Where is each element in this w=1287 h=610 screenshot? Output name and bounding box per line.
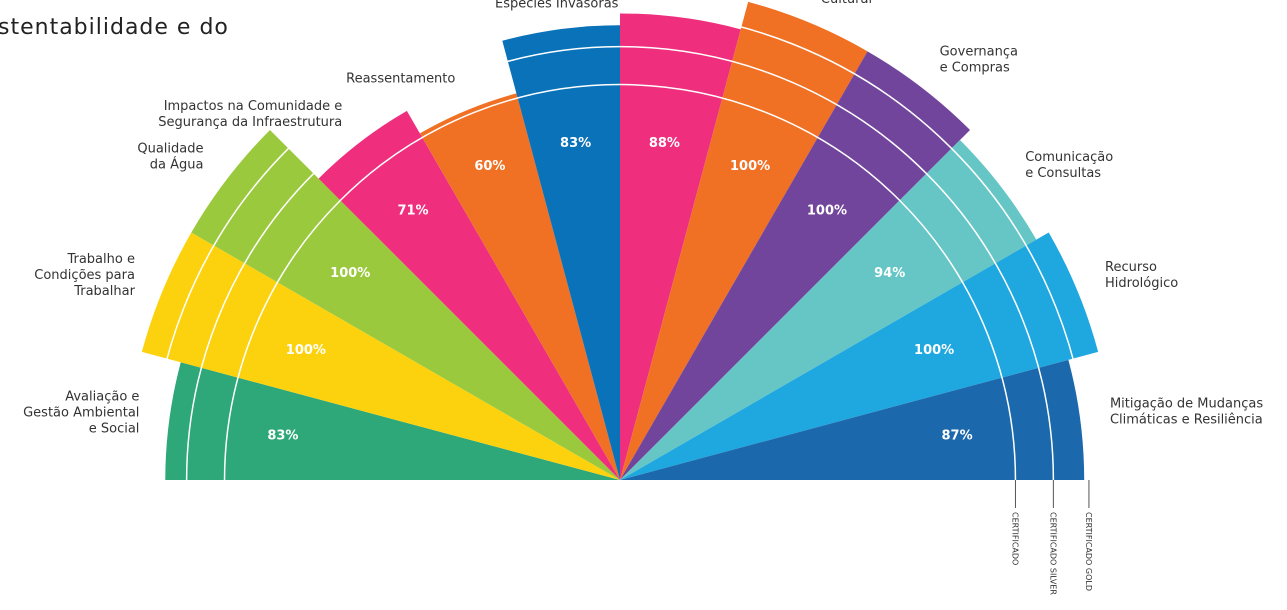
category-label-line: Governança [940, 44, 1018, 59]
sector [620, 1, 868, 480]
sector [620, 51, 971, 481]
fragment-text: stentabilidade e do [0, 15, 229, 40]
category-label-line: Trabalho e [66, 252, 135, 267]
sector [502, 25, 620, 480]
sector [191, 129, 620, 480]
value-label: 83% [560, 136, 591, 151]
category-label: Biodiversidade eEspécies Invasoras [495, 0, 619, 11]
sector [620, 13, 741, 480]
value-label: 60% [474, 159, 505, 174]
category-label: Recurso Hidrológico [1105, 260, 1178, 291]
sector [419, 93, 620, 480]
category-label-line: e Social [89, 422, 140, 437]
ring-arc [223, 83, 1017, 481]
sector [620, 359, 1085, 480]
category-label-line: Comunicação [1025, 150, 1113, 165]
category-label: Comunicação e Consultas [1025, 150, 1113, 181]
ring-label: CERTIFICADO [1010, 512, 1019, 565]
ring-arc [185, 45, 1055, 481]
category-label: Mitigação de Mudanças Climáticas e Resili… [1110, 396, 1263, 427]
category-label-line: Recurso [1105, 260, 1157, 275]
category-label-line: Reassentamento [346, 72, 455, 87]
value-label: 87% [942, 429, 973, 444]
ring-label: CERTIFICADO SILVER [1048, 512, 1057, 595]
sector [141, 232, 621, 480]
ring-arc [150, 10, 1090, 481]
category-label-line: Trabalhar [73, 284, 135, 299]
value-label: 83% [267, 429, 298, 444]
category-label-line: Climáticas e Resiliência [1110, 412, 1263, 427]
category-label-line: Gestão Ambiental [23, 406, 139, 421]
sector [620, 232, 1099, 480]
category-label-line: Segurança da Infraestrutura [158, 115, 342, 130]
category-label: Trabalho e Condições para Trabalhar [34, 252, 135, 299]
value-label: 100% [730, 159, 770, 174]
value-label: 100% [330, 266, 370, 281]
category-label-line: Avaliação e [65, 390, 139, 405]
value-label: 100% [286, 343, 326, 358]
category-label-line: Condições para [34, 268, 135, 283]
category-label: Reassentamento [346, 72, 455, 87]
category-label: PatrimônioCultural [821, 0, 891, 7]
sector [318, 110, 620, 480]
category-label: Avaliação e Gestão Ambiental e Social [23, 390, 139, 437]
category-label: Governança e Compras [940, 44, 1018, 75]
category-label-line: Espécies Invasoras [495, 0, 619, 11]
category-label-line: Cultural [821, 0, 872, 7]
value-label: 100% [807, 203, 847, 218]
value-label: 88% [649, 136, 680, 151]
value-label: 94% [874, 266, 905, 281]
category-label-line: e Consultas [1025, 166, 1101, 181]
category-label: Impactos na Comunidade e Segurança da Inf… [158, 99, 342, 130]
category-label: Qualidade da Água [137, 141, 203, 172]
category-label-line: e Compras [940, 60, 1010, 75]
ring-label: CERTIFICADO GOLD [1084, 512, 1093, 591]
value-label: 71% [397, 203, 428, 218]
sector [165, 362, 621, 480]
category-label-line: Qualidade [137, 141, 203, 156]
value-label: 100% [914, 343, 954, 358]
category-label-line: da Água [150, 156, 204, 172]
category-label-line: Impactos na Comunidade e [164, 99, 343, 114]
category-label-line: Hidrológico [1105, 276, 1178, 291]
category-label-line: Mitigação de Mudanças [1110, 396, 1263, 411]
sector [620, 140, 1037, 480]
